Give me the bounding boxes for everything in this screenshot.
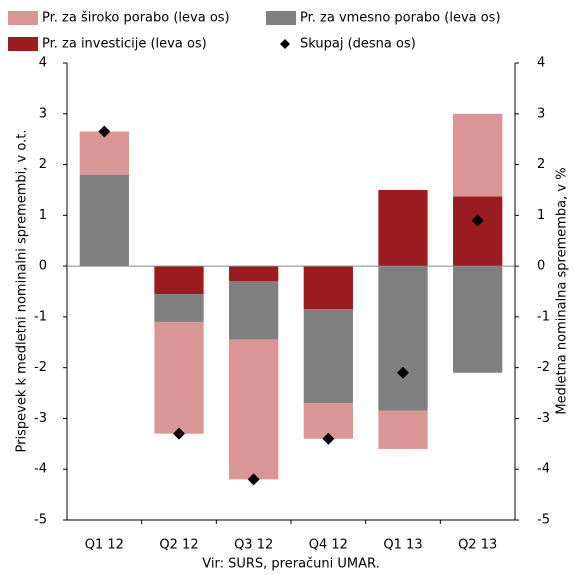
- y2-tick-label: -4: [537, 462, 550, 477]
- legend-swatch: [8, 37, 38, 51]
- bar: [229, 266, 279, 282]
- y-tick-label: 3: [39, 106, 47, 121]
- marker: [173, 427, 185, 440]
- y-tick-label: 2: [39, 157, 47, 172]
- y2-tick-label: 4: [537, 56, 545, 71]
- marker: [471, 214, 484, 227]
- bar: [378, 189, 428, 267]
- y-tick-label: 1: [39, 208, 47, 223]
- bar: [154, 321, 204, 434]
- bar: [303, 309, 353, 404]
- y-tick-label: -2: [34, 360, 47, 375]
- y2-tick-label: -1: [537, 309, 550, 324]
- y-tick-label: -4: [34, 462, 47, 477]
- y-axis-title: Prispevek k medletni nominalni spremembi…: [15, 130, 30, 453]
- y2-tick-label: 1: [537, 208, 545, 223]
- legend-label: Skupaj (desna os): [300, 37, 416, 52]
- x-tick-label: Q2 13: [458, 538, 497, 553]
- y-tick-label: 0: [39, 259, 47, 274]
- legend-label: Pr. za investicije (leva os): [42, 37, 207, 52]
- legend-label: Pr. za široko porabo (leva os): [42, 11, 230, 26]
- source: Vir: SURS, preračuni UMAR.: [202, 557, 379, 572]
- legend-swatch: [8, 11, 38, 25]
- y-tick-label: 4: [39, 56, 47, 71]
- legend-swatch: [266, 11, 296, 25]
- bar: [303, 266, 353, 310]
- x-tick-label: Q1 12: [85, 538, 124, 553]
- marker: [397, 366, 409, 379]
- y2-tick-label: -5: [537, 513, 550, 528]
- marker: [322, 432, 335, 445]
- x-tick-label: Q3 12: [234, 538, 273, 553]
- bar: [229, 339, 279, 480]
- y2-tick-label: 3: [537, 106, 545, 121]
- bar: [453, 196, 503, 267]
- marker: [247, 473, 260, 486]
- bar: [154, 266, 204, 295]
- bar: [154, 294, 204, 322]
- bar: [453, 266, 503, 373]
- bar: [378, 410, 428, 449]
- y2-tick-label: 0: [537, 259, 545, 274]
- x-tick-label: Q4 12: [309, 538, 348, 553]
- bar: [453, 113, 503, 197]
- x-tick-label: Q1 13: [383, 538, 422, 553]
- y2-axis-title: Medletna nominalna sprememba, v %: [555, 167, 570, 414]
- y-tick-label: -5: [34, 513, 47, 528]
- y2-tick-label: 2: [537, 157, 545, 172]
- y-tick-label: -1: [34, 309, 47, 324]
- legend-label: Pr. za vmesno porabo (leva os): [300, 11, 501, 26]
- bar: [79, 131, 129, 175]
- x-tick-label: Q2 12: [159, 538, 198, 553]
- legend-marker: [280, 39, 290, 49]
- marker: [98, 125, 111, 138]
- bar: [229, 281, 279, 340]
- y2-tick-label: -3: [537, 411, 550, 426]
- bar: [79, 174, 129, 267]
- y2-tick-label: -2: [537, 360, 550, 375]
- bar: [378, 266, 428, 411]
- y-tick-label: -3: [34, 411, 47, 426]
